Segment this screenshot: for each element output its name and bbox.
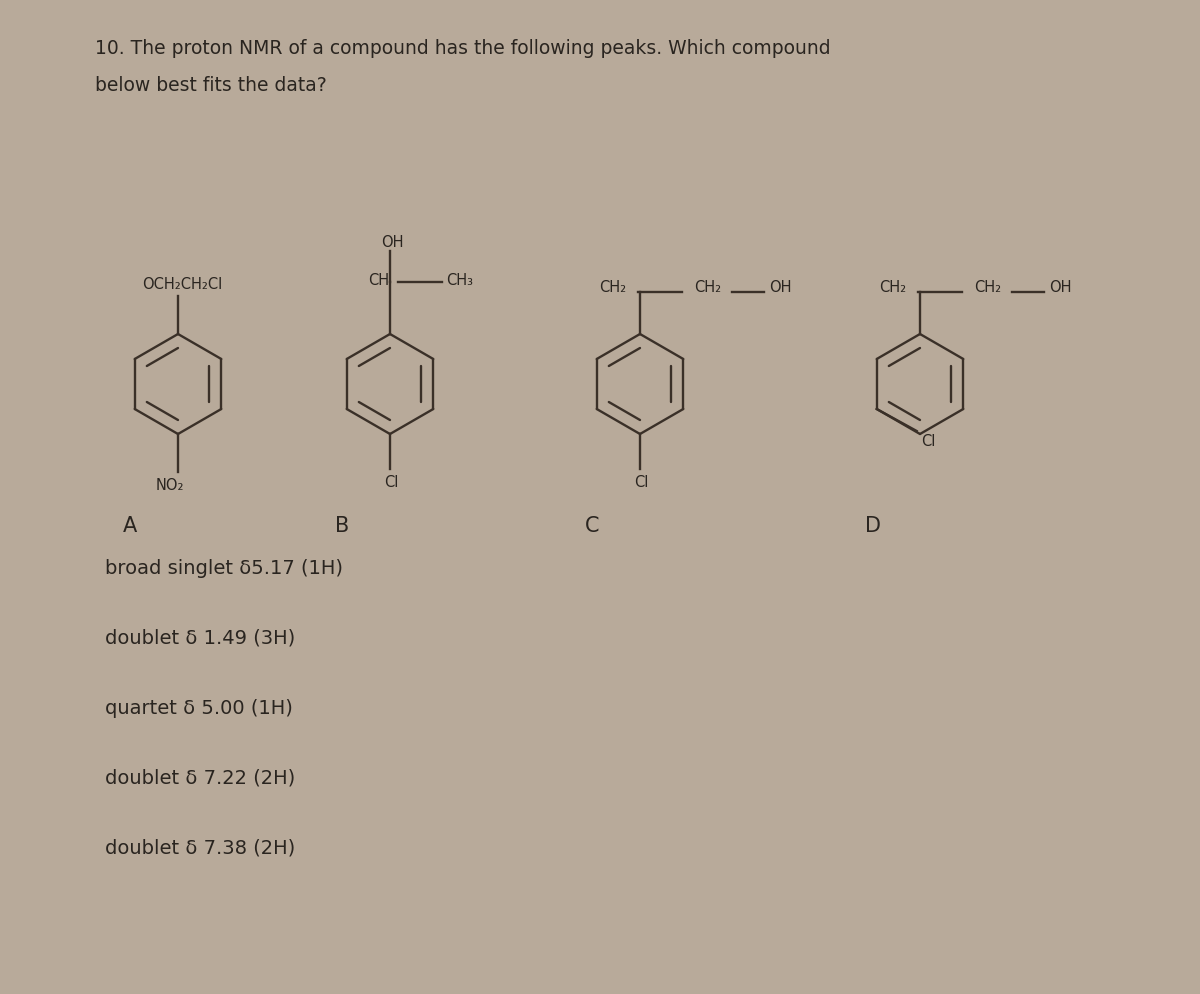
Text: below best fits the data?: below best fits the data? bbox=[95, 76, 326, 95]
Text: C: C bbox=[586, 516, 600, 536]
Text: CH₂: CH₂ bbox=[599, 280, 626, 295]
Text: CH₂: CH₂ bbox=[878, 280, 906, 295]
Text: 10. The proton NMR of a compound has the following peaks. Which compound: 10. The proton NMR of a compound has the… bbox=[95, 39, 830, 58]
Text: OH: OH bbox=[769, 280, 792, 295]
Text: OH: OH bbox=[380, 235, 403, 250]
Text: quartet δ 5.00 (1H): quartet δ 5.00 (1H) bbox=[106, 699, 293, 718]
Text: NO₂: NO₂ bbox=[156, 478, 185, 493]
Text: CH₂: CH₂ bbox=[695, 280, 721, 295]
Text: D: D bbox=[865, 516, 881, 536]
Text: doublet δ 1.49 (3H): doublet δ 1.49 (3H) bbox=[106, 629, 295, 648]
Text: doublet δ 7.22 (2H): doublet δ 7.22 (2H) bbox=[106, 769, 295, 788]
Text: CH₂: CH₂ bbox=[974, 280, 1002, 295]
Text: A: A bbox=[124, 516, 137, 536]
Text: CH: CH bbox=[368, 272, 389, 287]
Text: broad singlet δ5.17 (1H): broad singlet δ5.17 (1H) bbox=[106, 559, 343, 578]
Text: Cl: Cl bbox=[634, 475, 648, 490]
Text: Cl: Cl bbox=[920, 434, 935, 449]
Text: CH₃: CH₃ bbox=[446, 272, 473, 287]
Text: OH: OH bbox=[1049, 280, 1072, 295]
Text: Cl: Cl bbox=[384, 475, 398, 490]
Text: B: B bbox=[335, 516, 349, 536]
Text: doublet δ 7.38 (2H): doublet δ 7.38 (2H) bbox=[106, 839, 295, 858]
Text: OCH₂CH₂Cl: OCH₂CH₂Cl bbox=[142, 277, 222, 292]
